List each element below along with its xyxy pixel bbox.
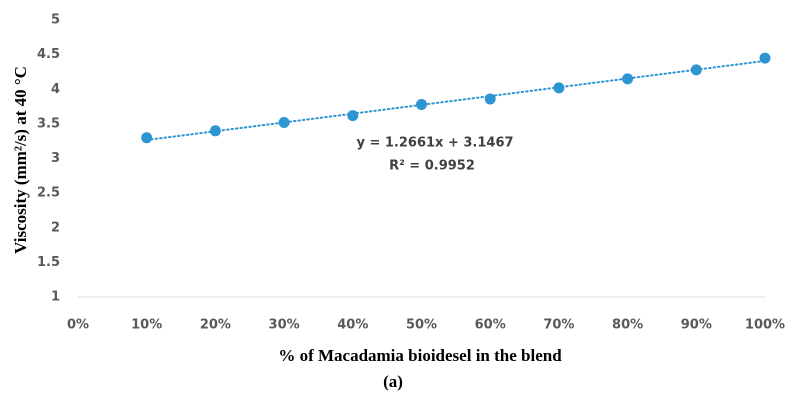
x-tick-label: 30% [269, 318, 300, 333]
y-tick-label: 1.5 [37, 255, 60, 270]
y-tick-label: 3.5 [37, 116, 60, 131]
data-point [553, 82, 565, 94]
y-tick-label: 2.5 [37, 186, 60, 201]
x-tick-label: 40% [337, 318, 368, 333]
x-tick-label: 70% [543, 318, 574, 333]
x-tick-label: 0% [67, 318, 89, 333]
x-tick-label: 60% [475, 318, 506, 333]
data-point [759, 52, 771, 64]
data-point [209, 125, 221, 137]
x-tick-label: 100% [745, 318, 785, 333]
x-tick-label: 50% [406, 318, 437, 333]
x-tick-label: 90% [681, 318, 712, 333]
data-point [416, 98, 427, 110]
caption: (a) [383, 372, 403, 391]
y-tick-label: 3 [51, 151, 60, 166]
y-axis-title: Viscosity (mm²/s) at 40 °C [11, 66, 30, 254]
y-tick-label: 4 [51, 82, 60, 97]
x-tick-label: 80% [612, 318, 643, 333]
data-point [484, 93, 496, 105]
data-point [278, 116, 290, 128]
y-tick-label: 5 [51, 13, 60, 28]
r-squared: R² = 0.9952 [389, 159, 475, 174]
data-point [690, 64, 702, 76]
x-axis-title: % of Macadamia bioidesel in the blend [278, 346, 562, 365]
y-tick-label: 1 [51, 290, 60, 305]
x-tick-label: 10% [131, 318, 162, 333]
trendline [145, 59, 766, 142]
data-point [347, 110, 359, 122]
y-tick-label: 2 [51, 220, 60, 235]
data-point [622, 73, 634, 85]
trend-equation: y = 1.2661x + 3.1467 [356, 136, 513, 151]
x-tick-label: 20% [200, 318, 231, 333]
data-point [141, 132, 153, 144]
y-tick-label: 4.5 [37, 47, 60, 62]
